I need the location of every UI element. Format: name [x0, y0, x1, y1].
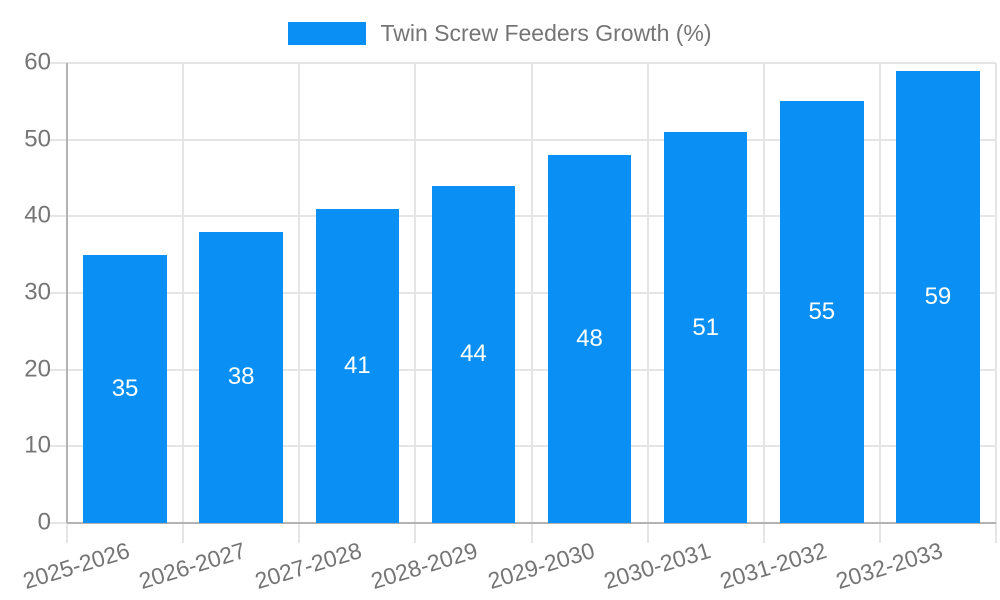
- x-axis-category-label: 2026-2027: [135, 537, 249, 595]
- x-axis-category-label: 2027-2028: [252, 537, 365, 595]
- x-tick-mark: [646, 523, 649, 543]
- x-gridline: [995, 63, 997, 523]
- x-tick-mark: [762, 523, 765, 543]
- plot-area: 0 10 20 30 40 50 60 35 38 41 44 48 51 55 59 2025-2026 20…: [20, 48, 997, 594]
- x-gridline: [762, 63, 765, 523]
- y-axis-tick-label: 10: [24, 431, 51, 459]
- bar-value-label: 59: [924, 282, 952, 310]
- x-axis-category-label: 2029-2030: [484, 537, 598, 595]
- y-tick-mark: [49, 522, 67, 524]
- x-tick-mark: [182, 523, 185, 543]
- x-tick-mark: [66, 523, 68, 543]
- x-axis-category-label: 2032-2033: [832, 537, 946, 595]
- bar-value-label: 41: [343, 351, 371, 379]
- bar-2026-2027: 38: [199, 231, 283, 523]
- x-gridline: [878, 63, 881, 523]
- y-axis-tick-label: 50: [24, 125, 51, 153]
- y-axis-tick-label: 30: [24, 278, 51, 306]
- y-axis-tick-label: 20: [24, 355, 51, 383]
- x-axis-category-label: 2031-2032: [716, 537, 830, 595]
- legend-swatch: [288, 22, 367, 45]
- x-gridline: [646, 63, 649, 523]
- x-axis-line: [67, 522, 996, 524]
- y-gridline: [49, 292, 996, 294]
- y-axis-tick-label: 0: [37, 508, 51, 536]
- y-gridline: [49, 138, 996, 141]
- bar-value-label: 44: [460, 340, 487, 368]
- bar-2031-2032: 55: [780, 101, 864, 523]
- bar-2032-2033: 59: [896, 70, 980, 523]
- x-tick-mark: [878, 523, 881, 543]
- x-gridline: [298, 63, 301, 523]
- x-tick-mark: [530, 523, 533, 543]
- bar-value-label: 38: [227, 363, 255, 391]
- x-gridline: [530, 63, 533, 523]
- x-axis-category-label: 2028-2029: [368, 537, 482, 595]
- bar-value-label: 48: [576, 325, 603, 352]
- y-gridline: [49, 445, 996, 448]
- y-gridline: [49, 215, 996, 218]
- legend-label: Twin Screw Feeders Growth (%): [380, 20, 712, 46]
- y-axis-line: [66, 63, 68, 523]
- bar-2025-2026: 35: [83, 254, 167, 523]
- bar-2027-2028: 41: [315, 208, 400, 523]
- y-gridline: [49, 62, 996, 64]
- bar-value-label: 55: [808, 298, 836, 326]
- bar-2029-2030: 48: [547, 155, 632, 523]
- x-axis-category-label: 2025-2026: [19, 537, 133, 595]
- legend[interactable]: Twin Screw Feeders Growth (%): [0, 20, 1000, 47]
- bar-value-label: 51: [692, 313, 720, 341]
- bar-2030-2031: 51: [663, 132, 748, 523]
- x-gridline: [182, 63, 185, 523]
- x-tick-mark: [414, 523, 417, 543]
- bar-value-label: 35: [111, 374, 139, 402]
- y-axis-tick-label: 60: [24, 48, 51, 76]
- x-axis-category-label: 2030-2031: [600, 537, 714, 595]
- y-axis-tick-label: 40: [24, 201, 51, 229]
- x-gridline: [414, 63, 417, 523]
- bar-2028-2029: 44: [431, 185, 516, 523]
- y-gridline: [49, 368, 996, 371]
- x-tick-mark: [298, 523, 301, 543]
- x-tick-mark: [995, 523, 997, 543]
